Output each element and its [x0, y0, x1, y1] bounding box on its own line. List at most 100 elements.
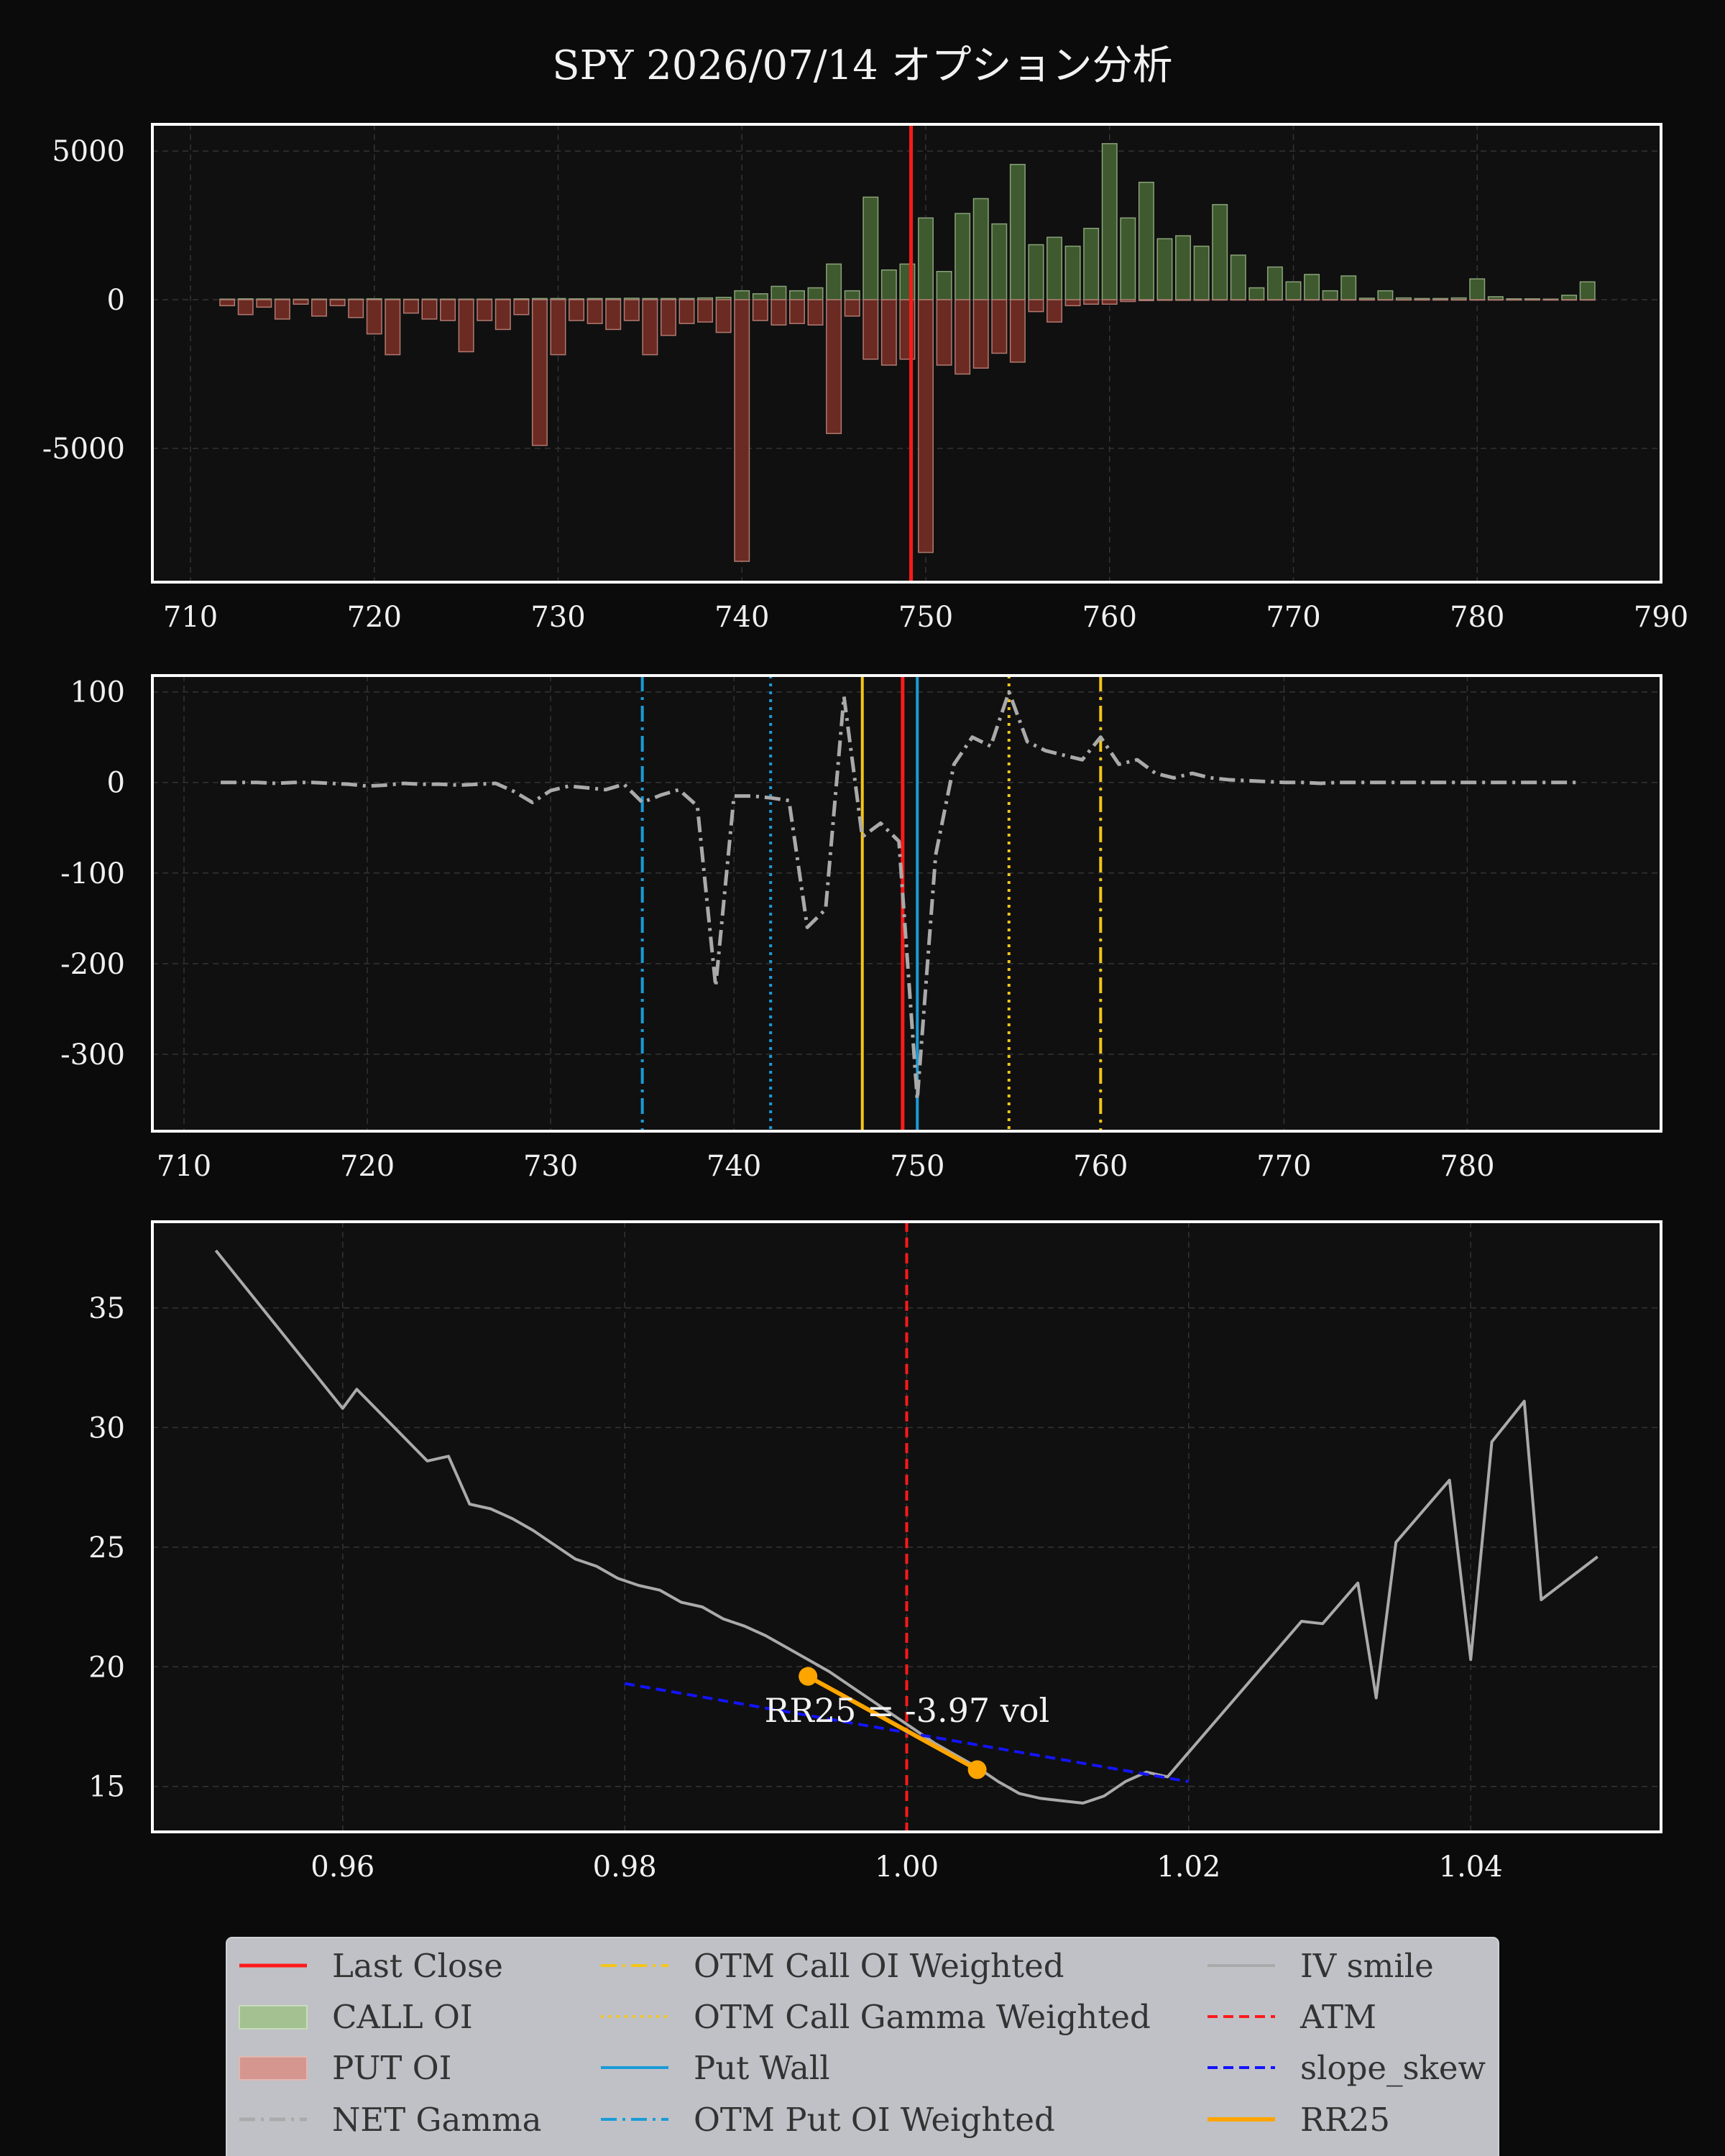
put-oi-bar [440, 299, 456, 321]
oi-panel: 710 720 730 740 750 760 770 780 790 5000 0 -5000 [42, 123, 1688, 634]
call-oi-bar [1561, 295, 1578, 300]
call-oi-bar [1138, 181, 1154, 300]
call-oi-bar [1304, 274, 1320, 300]
y-tick-label: -100 [60, 857, 125, 890]
call-oi-bar [1028, 244, 1044, 300]
y-tick-label: -5000 [42, 433, 125, 466]
plot-frame [151, 674, 1662, 1133]
plot-frame [151, 1220, 1662, 1833]
put-oi-bar [513, 299, 530, 315]
legend-label-otm-put-oi: OTM Put OI Weighted [694, 2101, 1055, 2139]
put-oi-bar [660, 299, 676, 336]
x-tick-label: 740 [714, 601, 769, 634]
put-oi-bar [880, 299, 897, 366]
call-oi-bar [844, 290, 860, 300]
put-oi-bar [531, 299, 548, 446]
put-oi-bar [715, 299, 732, 333]
call-oi-bar [826, 263, 842, 300]
legend-label-put-oi: PUT OI [332, 2049, 451, 2087]
y-tick-label: 35 [88, 1292, 125, 1325]
rr25-annotation: RR25 = -3.97 vol [765, 1691, 1050, 1730]
call-oi-bar [1064, 245, 1081, 300]
x-tick-label: 710 [157, 1150, 211, 1183]
call-oi-bar [1469, 278, 1486, 300]
x-tick-label: 0.98 [593, 1851, 657, 1884]
put-oi-bar [918, 299, 934, 553]
put-oi-bar [329, 299, 346, 307]
legend-label-otm-call-oi: OTM Call OI Weighted [694, 1947, 1064, 1985]
page-title: SPY 2026/07/14 オプション分析 [552, 42, 1173, 89]
put-oi-bar [366, 299, 382, 335]
legend-box [226, 1937, 1499, 2156]
x-tick-label: 730 [523, 1150, 578, 1183]
put-oi-bar [807, 299, 824, 326]
y-tick-label: -200 [60, 948, 125, 981]
y-tick-label: 100 [70, 676, 125, 709]
y-tick-label: 0 [107, 284, 125, 317]
legend-label-atm: ATM [1300, 1998, 1376, 2036]
x-tick-label: 740 [707, 1150, 761, 1183]
put-oi-bar [494, 299, 511, 331]
call-oi-bar [1009, 164, 1026, 300]
rr25-point [799, 1667, 818, 1686]
put-oi-bar [605, 299, 622, 331]
put-oi-bar [991, 299, 1008, 354]
y-tick-label: 20 [88, 1651, 125, 1684]
x-tick-label: 1.00 [875, 1851, 939, 1884]
put-oi-bar [788, 299, 805, 324]
legend-label-net-gamma: NET Gamma [332, 2101, 542, 2139]
put-oi-bar [697, 299, 714, 323]
call-oi-bar [1120, 217, 1136, 300]
legend-label-iv-smile: IV smile [1300, 1947, 1434, 1985]
put-oi-bar [348, 299, 364, 318]
put-oi-bar [256, 299, 272, 308]
x-tick-label: 750 [898, 601, 953, 634]
put-oi-bar [826, 299, 842, 434]
call-oi-bar [1285, 281, 1302, 300]
call-oi-bar [734, 290, 750, 300]
put-oi-bar [311, 299, 328, 317]
net-gamma-line [221, 690, 1578, 1102]
call-oi-bar [954, 213, 971, 300]
plot-frame [151, 123, 1662, 584]
legend: Last Close CALL OI PUT OI NET Gamma OTM … [226, 1937, 1499, 2156]
x-tick-label: 760 [1073, 1150, 1128, 1183]
put-oi-bar [936, 299, 952, 366]
put-oi-bar [293, 299, 309, 305]
call-oi-bar [1322, 290, 1338, 300]
x-tick-label: 1.04 [1439, 1851, 1503, 1884]
put-oi-bar [219, 299, 236, 307]
put-oi-bar [678, 299, 695, 324]
call-oi-bar [1046, 236, 1063, 300]
call-oi-bar [770, 285, 787, 300]
y-tick-label: 25 [88, 1531, 125, 1565]
call-oi-bar [1101, 143, 1118, 300]
call-oi-bar [1156, 238, 1173, 300]
call-oi-bar [862, 196, 879, 300]
put-oi-bar [734, 299, 750, 562]
x-tick-label: 770 [1256, 1150, 1311, 1183]
put-oi-bar [862, 299, 879, 360]
call-oi-bar [1579, 281, 1596, 300]
x-tick-label: 730 [530, 601, 585, 634]
x-tick-label: 720 [340, 1150, 395, 1183]
put-oi-bar [642, 299, 658, 356]
put-oi-bar [1064, 299, 1081, 307]
put-oi-bar [1120, 299, 1136, 303]
x-tick-label: 780 [1450, 601, 1504, 634]
put-oi-bar [1083, 299, 1100, 305]
call-oi-bar [788, 290, 805, 300]
put-oi-bar [623, 299, 640, 321]
call-oi-bar [1340, 275, 1357, 300]
put-oi-bar [954, 299, 971, 375]
x-tick-label: 720 [347, 601, 402, 634]
call-oi-bar [1212, 203, 1228, 300]
y-tick-label: 30 [88, 1411, 125, 1445]
iv-smile-line [214, 1249, 1598, 1805]
x-tick-label: 750 [890, 1150, 944, 1183]
net-gamma-panel: 710 720 730 740 750 760 770 780 100 0 -100 -200 -300 [60, 674, 1662, 1183]
put-oi-bar [402, 299, 419, 314]
put-oi-bar [1101, 299, 1118, 305]
call-oi-bar [1230, 254, 1246, 300]
